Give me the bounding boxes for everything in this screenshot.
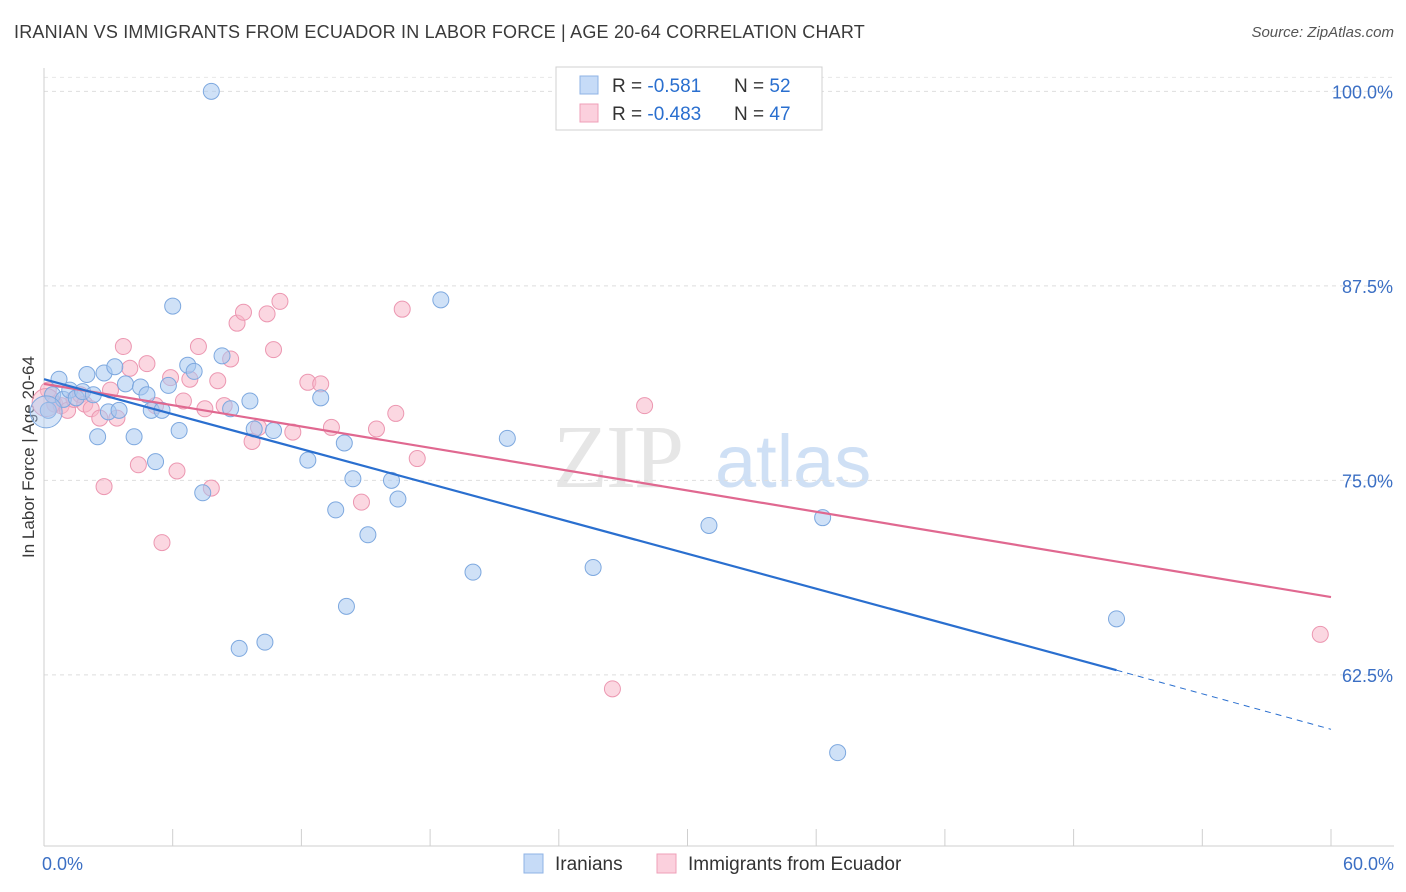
iranians-point [29, 395, 63, 429]
iranians-point [106, 358, 124, 376]
iranians-point [432, 291, 450, 309]
iranians-point [241, 392, 259, 410]
legend-n-label-iranians: N = [734, 76, 769, 97]
iranians-point [700, 516, 718, 534]
ecuador-point [636, 397, 654, 415]
iranians-point [344, 470, 362, 488]
ecuador-point [209, 372, 227, 390]
iranians-point [110, 401, 128, 419]
iranians-point [202, 82, 220, 100]
ecuador-point [271, 292, 289, 310]
ecuador-point [174, 392, 192, 410]
ecuador-point [265, 341, 283, 359]
iranians-point [1108, 610, 1125, 628]
ecuador-point [367, 420, 385, 438]
svg-text:R = -0.581: R = -0.581 [612, 76, 701, 97]
ecuador-point [393, 300, 411, 318]
watermark-zip: ZIP [553, 408, 682, 507]
legend-swatch-ecuador [579, 103, 599, 123]
iranians-point [327, 501, 345, 519]
legend-n-value-ecuador: 47 [769, 104, 790, 125]
ecuador-point [189, 338, 207, 356]
iranians-point [498, 429, 516, 447]
iranians-point [584, 558, 602, 576]
iranians-point [213, 347, 231, 365]
iranians-point [89, 428, 107, 446]
stats-legend: R = -0.581 N = 52 R = -0.483 N = 47 [555, 66, 823, 131]
svg-text:N = 52: N = 52 [734, 76, 791, 97]
ecuador-point [603, 680, 621, 698]
bottom-legend-label-iranians: Iranians [555, 854, 623, 875]
iranians-point [389, 490, 407, 508]
x-ticks [43, 829, 1332, 846]
ecuador-point [114, 338, 132, 356]
iranians-point [117, 375, 135, 393]
legend-r-label-iranians: R = [612, 76, 647, 97]
iranians-point [256, 633, 274, 651]
ecuador-point [153, 534, 171, 552]
bottom-legend-label-ecuador: Immigrants from Ecuador [688, 854, 902, 875]
iranians-point [335, 434, 353, 452]
iranians-point [39, 401, 57, 419]
legend-n-label-ecuador: N = [734, 104, 769, 125]
legend-swatch-iranians [579, 75, 599, 95]
iranians-point [230, 639, 248, 657]
ecuador-point [352, 493, 370, 511]
ecuador-point [234, 303, 252, 321]
bottom-legend-swatch-iranians [523, 853, 544, 874]
iranians-point [185, 362, 203, 380]
iranians-point [312, 389, 330, 407]
watermark-atlas: atlas [715, 420, 871, 503]
ecuador-point [95, 478, 113, 496]
trend-lines [43, 378, 1332, 730]
ecuador-point [121, 359, 139, 377]
iranians-trend-extension [1116, 669, 1332, 730]
legend-r-value-ecuador: -0.483 [647, 104, 701, 125]
bottom-legend: Iranians Immigrants from Ecuador [523, 853, 902, 875]
y-tick-label: 62.5% [1342, 666, 1393, 686]
y-tick-labels: 62.5% 75.0% 87.5% 100.0% [1332, 82, 1393, 686]
legend-n-value-iranians: 52 [769, 76, 790, 97]
legend-r-value-iranians: -0.581 [647, 76, 701, 97]
x-tick-label-min: 0.0% [42, 854, 83, 874]
y-tick-label: 100.0% [1332, 82, 1393, 102]
iranians-point [265, 422, 283, 440]
iranians-point [299, 451, 317, 469]
iranians-point [164, 297, 182, 315]
x-tick-label-max: 60.0% [1343, 854, 1394, 874]
iranians-point [222, 400, 240, 418]
iranians-point [829, 744, 847, 762]
source-label: Source: ZipAtlas.com [1251, 24, 1394, 41]
ecuador-point [408, 450, 426, 468]
chart-title: IRANIAN VS IMMIGRANTS FROM ECUADOR IN LA… [14, 22, 865, 42]
legend-r-label-ecuador: R = [612, 104, 647, 125]
gridlines [44, 76, 1394, 676]
iranians-point [194, 484, 212, 502]
y-tick-label: 87.5% [1342, 277, 1393, 297]
ecuador-point [258, 305, 276, 323]
iranians-point [78, 366, 96, 384]
iranians-point [138, 386, 156, 404]
iranians-point [337, 597, 355, 615]
iranians-point [125, 428, 143, 446]
iranians-point [170, 422, 188, 440]
iranians-point [359, 526, 377, 544]
y-tick-label: 75.0% [1342, 471, 1393, 491]
iranians-trend-line [43, 378, 1117, 672]
y-axis-label: In Labor Force | Age 20-64 [19, 356, 38, 558]
ecuador-point [1311, 625, 1329, 643]
ecuador-point [168, 462, 186, 480]
ecuador-point [138, 355, 156, 373]
svg-text:R = -0.483: R = -0.483 [612, 104, 701, 125]
iranians-point [464, 563, 482, 581]
bottom-legend-swatch-ecuador [656, 853, 677, 874]
ecuador-point [129, 456, 147, 474]
iranians-point [147, 453, 165, 471]
svg-text:N = 47: N = 47 [734, 104, 791, 125]
ecuador-point [387, 404, 405, 422]
iranians-point [159, 376, 177, 394]
ecuador-trend-line [43, 382, 1332, 599]
